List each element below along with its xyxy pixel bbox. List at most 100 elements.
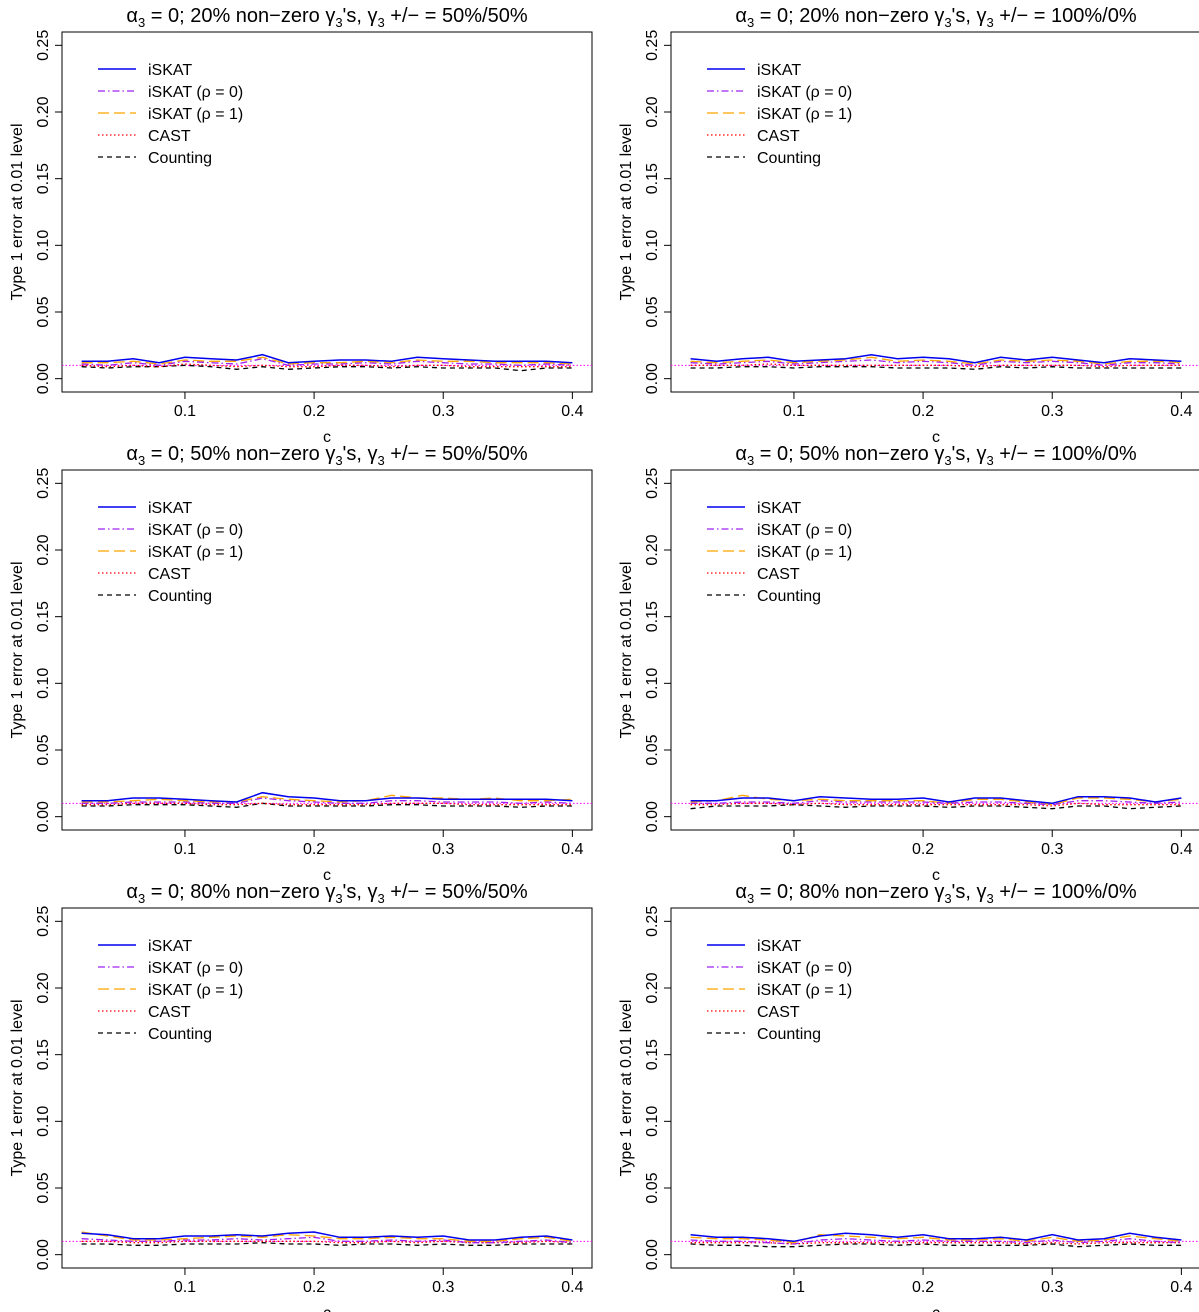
title-gamma-subscript: 3 (377, 15, 384, 30)
title-gamma: γ (325, 443, 335, 465)
title-text: = 0; 20% non−zero (754, 5, 934, 27)
title-text: = 0; 20% non−zero (145, 5, 325, 27)
legend-label-iskat-rho0: iSKAT (ρ = 0) (148, 960, 243, 977)
y-axis-label: Type 1 error at 0.01 level (618, 124, 635, 301)
title-gamma: γ (325, 5, 335, 27)
y-tick-label: 0.15 (35, 1039, 52, 1070)
y-axis-label: Type 1 error at 0.01 level (9, 1000, 26, 1177)
title-gamma: γ (367, 881, 377, 903)
x-tick-label: 0.4 (1170, 1279, 1192, 1296)
title-gamma: γ (934, 443, 944, 465)
y-tick-label: 0.00 (644, 801, 661, 832)
y-axis-label: Type 1 error at 0.01 level (9, 562, 26, 739)
series-line-iskat (81, 353, 573, 364)
legend-label-iskat: iSKAT (757, 938, 801, 955)
title-gamma: γ (976, 5, 986, 27)
series-line-iskat-rho1 (81, 794, 573, 803)
y-tick-label: 0.00 (644, 363, 661, 394)
legend-label-iskat-rho1: iSKAT (ρ = 1) (757, 982, 852, 999)
title-text: +/− = 100%/0% (994, 5, 1137, 27)
y-tick-label: 0.15 (644, 601, 661, 632)
legend-label-iskat-rho1: iSKAT (ρ = 1) (148, 106, 243, 123)
y-tick-label: 0.25 (35, 468, 52, 499)
x-tick-label: 0.1 (783, 1279, 805, 1296)
title-alpha-subscript: 3 (747, 15, 754, 30)
legend-label-iskat-rho1: iSKAT (ρ = 1) (757, 106, 852, 123)
title-gamma-subscript: 3 (986, 891, 993, 906)
title-text: = 0; 80% non−zero (754, 881, 934, 903)
series-line-iskat (81, 791, 573, 803)
plot-frame (61, 907, 593, 1269)
title-text: = 0; 80% non−zero (145, 881, 325, 903)
legend-label-counting: Counting (757, 150, 821, 167)
series-line-iskat-rho1 (690, 794, 1182, 806)
y-tick-label: 0.15 (35, 601, 52, 632)
legend-label-cast: CAST (757, 566, 800, 583)
y-tick-label: 0.00 (35, 801, 52, 832)
y-tick-label: 0.15 (644, 1039, 661, 1070)
y-tick-label: 0.20 (35, 534, 52, 565)
x-axis-label: c (323, 429, 331, 446)
x-tick-label: 0.1 (174, 403, 196, 420)
chart-panel-3: α3 = 0; 50% non−zero γ3's, γ3 +/− = 50%/… (9, 443, 593, 884)
title-alpha-subscript: 3 (138, 891, 145, 906)
title-gamma-subscript: 3 (377, 453, 384, 468)
series-line-iskat-rho0 (690, 359, 1182, 366)
y-tick-label: 0.25 (644, 468, 661, 499)
title-text: 's, (343, 443, 368, 465)
x-tick-label: 0.2 (303, 841, 325, 858)
legend-label-cast: CAST (148, 128, 191, 145)
title-gamma-subscript: 3 (944, 15, 951, 30)
chart-title: α3 = 0; 20% non−zero γ3's, γ3 +/− = 100%… (735, 5, 1136, 30)
legend-label-iskat-rho0: iSKAT (ρ = 0) (757, 84, 852, 101)
x-tick-label: 0.4 (1170, 841, 1192, 858)
x-axis-label: c (932, 867, 940, 884)
chart-panel-4: α3 = 0; 50% non−zero γ3's, γ3 +/− = 100%… (618, 443, 1199, 884)
plot-frame (61, 469, 593, 831)
chart-title: α3 = 0; 80% non−zero γ3's, γ3 +/− = 50%/… (126, 881, 527, 906)
legend-label-iskat: iSKAT (148, 500, 192, 517)
series-line-counting (81, 364, 573, 372)
title-alpha: α (126, 5, 138, 27)
series-line-iskat (690, 353, 1182, 364)
title-gamma-subscript: 3 (944, 453, 951, 468)
y-tick-label: 0.25 (644, 906, 661, 937)
x-tick-label: 0.1 (783, 403, 805, 420)
legend-label-cast: CAST (148, 566, 191, 583)
title-gamma-subscript: 3 (335, 453, 342, 468)
legend: iSKAT iSKAT (ρ = 0) iSKAT (ρ = 1) CAST Count… (98, 938, 243, 1043)
title-gamma: γ (367, 443, 377, 465)
y-tick-label: 0.05 (644, 1172, 661, 1203)
chart-panel-1: α3 = 0; 20% non−zero γ3's, γ3 +/− = 50%/… (9, 5, 593, 446)
legend: iSKAT iSKAT (ρ = 0) iSKAT (ρ = 1) CAST Count… (707, 500, 852, 605)
x-tick-label: 0.3 (1041, 403, 1063, 420)
y-axis-label: Type 1 error at 0.01 level (9, 124, 26, 301)
chart-title: α3 = 0; 20% non−zero γ3's, γ3 +/− = 50%/… (126, 5, 527, 30)
x-axis-label: c (323, 867, 331, 884)
y-tick-label: 0.20 (644, 972, 661, 1003)
legend-label-iskat-rho0: iSKAT (ρ = 0) (757, 960, 852, 977)
y-tick-label: 0.05 (35, 734, 52, 765)
title-text: 's, (952, 443, 977, 465)
legend: iSKAT iSKAT (ρ = 0) iSKAT (ρ = 1) CAST Count… (98, 500, 243, 605)
series-line-counting (81, 1242, 573, 1246)
legend-label-counting: Counting (757, 588, 821, 605)
title-alpha-subscript: 3 (747, 453, 754, 468)
legend-label-iskat-rho1: iSKAT (ρ = 1) (757, 544, 852, 561)
title-text: +/− = 50%/50% (385, 881, 528, 903)
series-line-iskat-rho0 (690, 800, 1182, 806)
x-tick-label: 0.1 (783, 841, 805, 858)
y-tick-label: 0.05 (35, 1172, 52, 1203)
y-tick-label: 0.25 (644, 30, 661, 61)
series-line-iskat (690, 795, 1182, 805)
plot-frame (670, 469, 1199, 831)
series-line-iskat-rho0 (690, 1238, 1182, 1245)
y-tick-label: 0.10 (644, 1106, 661, 1137)
chart-panel-2: α3 = 0; 20% non−zero γ3's, γ3 +/− = 100%… (618, 5, 1199, 446)
title-text: +/− = 50%/50% (385, 5, 528, 27)
title-text: = 0; 50% non−zero (754, 443, 934, 465)
y-tick-label: 0.00 (35, 363, 52, 394)
series-line-iskat-rho0 (81, 1236, 573, 1244)
title-alpha: α (735, 443, 747, 465)
